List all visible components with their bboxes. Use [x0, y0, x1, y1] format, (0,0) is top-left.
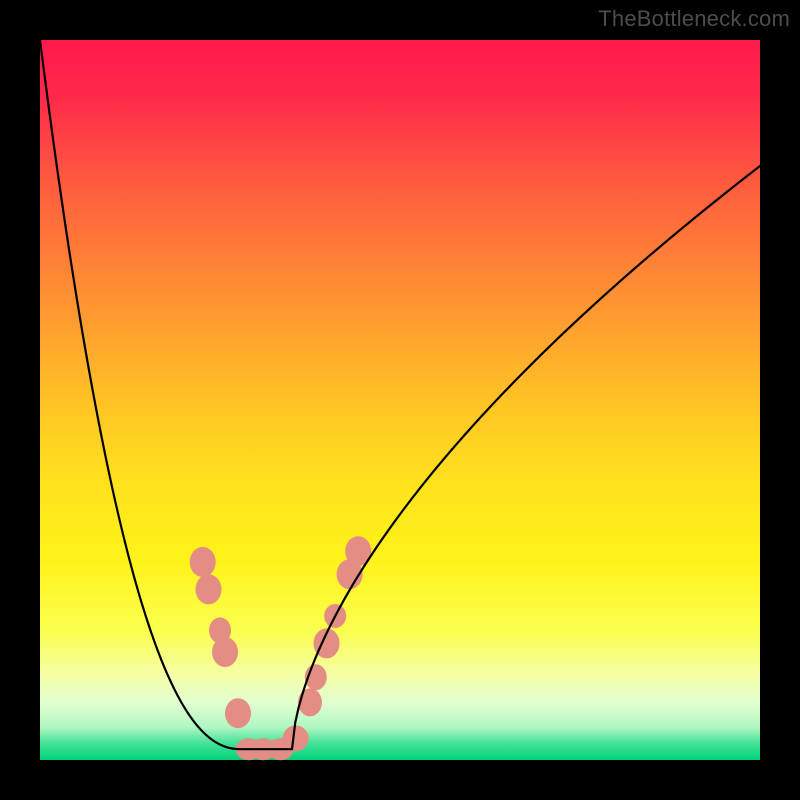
plot-background [40, 40, 760, 760]
chart-svg [0, 0, 800, 800]
data-marker [212, 637, 238, 667]
data-marker [283, 725, 309, 751]
data-marker [298, 688, 322, 716]
watermark-text: TheBottleneck.com [598, 6, 790, 32]
data-marker [190, 547, 216, 577]
data-marker [225, 698, 251, 728]
data-marker [195, 574, 221, 604]
canvas-root: TheBottleneck.com [0, 0, 800, 800]
